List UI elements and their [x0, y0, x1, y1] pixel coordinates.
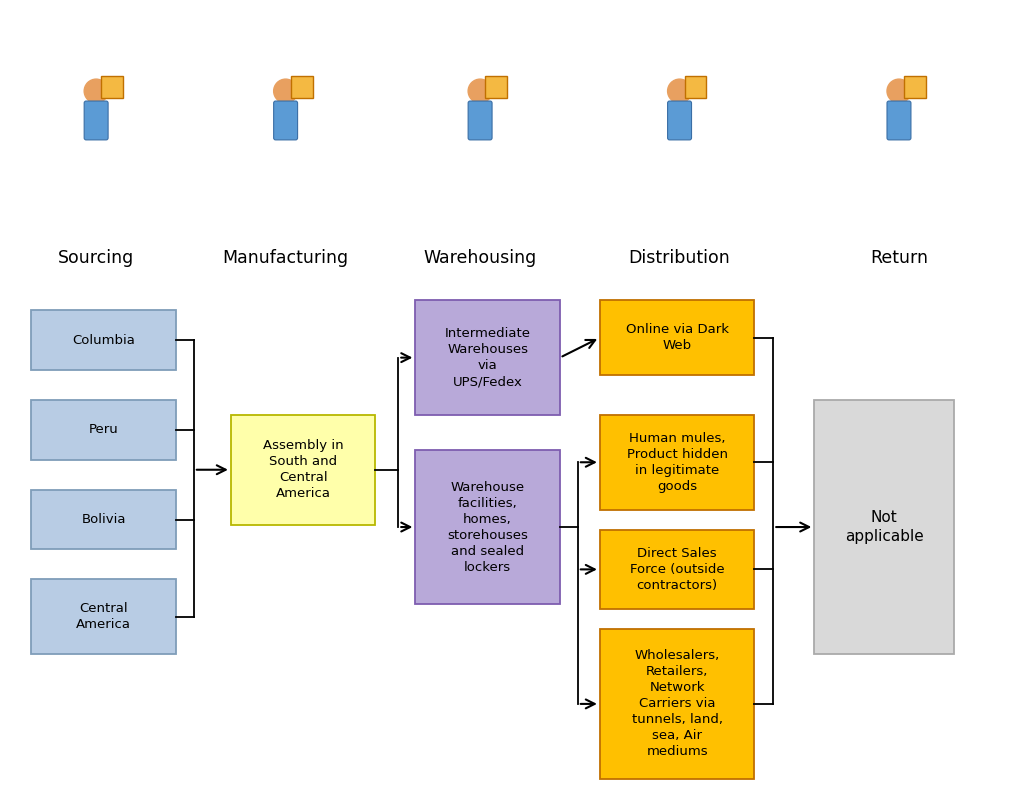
Circle shape: [84, 79, 108, 103]
Text: Return: Return: [870, 249, 928, 267]
Text: Assembly in
South and
Central
America: Assembly in South and Central America: [262, 439, 343, 500]
FancyBboxPatch shape: [600, 415, 754, 509]
Circle shape: [468, 79, 492, 103]
Text: Direct Sales
Force (outside
contractors): Direct Sales Force (outside contractors): [630, 547, 724, 592]
FancyBboxPatch shape: [31, 579, 176, 654]
FancyBboxPatch shape: [814, 400, 953, 654]
FancyBboxPatch shape: [667, 101, 691, 140]
Text: Intermediate
Warehouses
via
UPS/Fedex: Intermediate Warehouses via UPS/Fedex: [444, 327, 531, 388]
Text: Columbia: Columbia: [72, 334, 135, 346]
Text: Peru: Peru: [89, 423, 119, 437]
Text: Human mules,
Product hidden
in legitimate
goods: Human mules, Product hidden in legitimat…: [627, 432, 727, 493]
FancyBboxPatch shape: [415, 450, 560, 604]
Text: Central
America: Central America: [76, 602, 131, 631]
Text: Sourcing: Sourcing: [58, 249, 134, 267]
Text: Warehouse
facilities,
homes,
storehouses
and sealed
lockers: Warehouse facilities, homes, storehouses…: [447, 481, 528, 573]
FancyBboxPatch shape: [101, 76, 123, 98]
FancyBboxPatch shape: [31, 310, 176, 370]
FancyBboxPatch shape: [84, 101, 108, 140]
FancyBboxPatch shape: [31, 490, 176, 550]
Text: Online via Dark
Web: Online via Dark Web: [626, 324, 728, 352]
FancyBboxPatch shape: [31, 400, 176, 460]
Text: Not
applicable: Not applicable: [845, 510, 924, 544]
FancyBboxPatch shape: [274, 101, 298, 140]
Circle shape: [887, 79, 911, 103]
Text: Warehousing: Warehousing: [424, 249, 537, 267]
FancyBboxPatch shape: [887, 101, 911, 140]
FancyBboxPatch shape: [600, 629, 754, 778]
Text: Manufacturing: Manufacturing: [222, 249, 349, 267]
Circle shape: [274, 79, 298, 103]
FancyBboxPatch shape: [600, 301, 754, 375]
FancyBboxPatch shape: [600, 529, 754, 609]
FancyBboxPatch shape: [415, 301, 560, 415]
FancyBboxPatch shape: [904, 76, 926, 98]
FancyBboxPatch shape: [468, 101, 492, 140]
Text: Distribution: Distribution: [629, 249, 730, 267]
FancyBboxPatch shape: [486, 76, 507, 98]
Text: Bolivia: Bolivia: [82, 513, 126, 526]
FancyBboxPatch shape: [685, 76, 707, 98]
Circle shape: [667, 79, 691, 103]
FancyBboxPatch shape: [230, 415, 375, 524]
Text: Wholesalers,
Retailers,
Network
Carriers via
tunnels, land,
sea, Air
mediums: Wholesalers, Retailers, Network Carriers…: [631, 649, 722, 759]
FancyBboxPatch shape: [290, 76, 313, 98]
